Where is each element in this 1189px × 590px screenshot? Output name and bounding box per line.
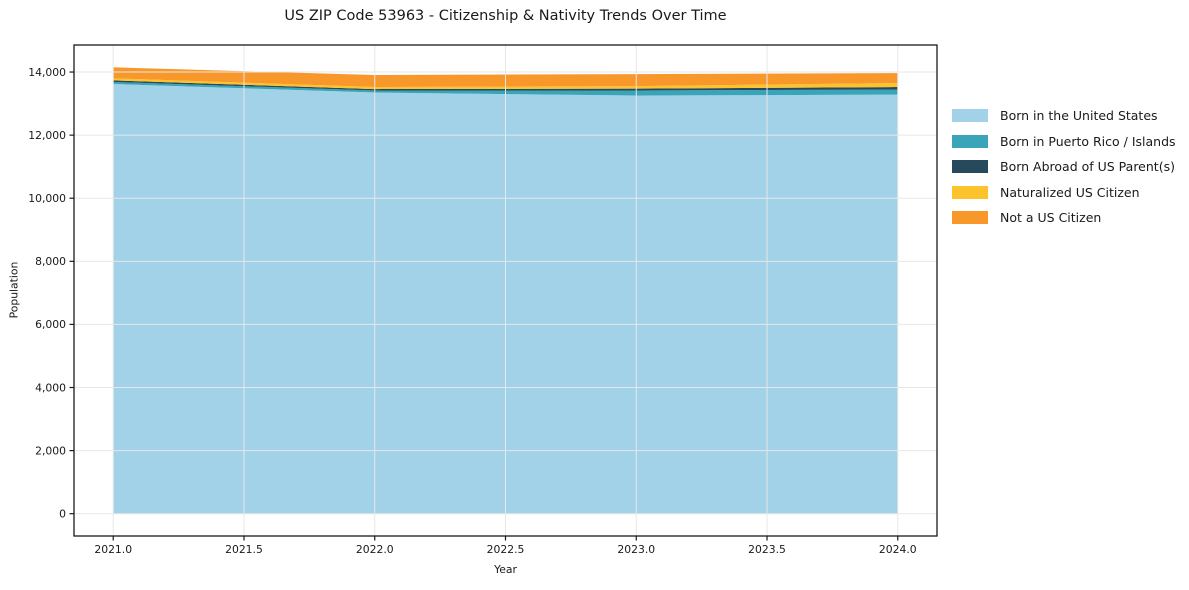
legend-item-0: Born in the United States: [952, 108, 1176, 123]
x-axis-label: Year: [494, 563, 517, 576]
y-axis-label: Population: [7, 261, 21, 319]
legend-swatch: [952, 109, 988, 122]
area-series-2: [113, 80, 898, 91]
legend-swatch: [952, 211, 988, 224]
legend-swatch: [952, 185, 988, 199]
legend-label: Born in Puerto Rico / Islands: [1000, 133, 1176, 149]
legend-item-3: Naturalized US Citizen: [952, 185, 1176, 200]
legend-label: Born in the United States: [1000, 108, 1158, 123]
area-series-1: [113, 81, 898, 96]
y-tick-label: 6,000: [35, 318, 66, 331]
y-tick-label: 4,000: [35, 381, 66, 394]
legend-item-1: Born in Puerto Rico / Islands: [952, 134, 1176, 149]
x-tick-label: 2022.0: [356, 543, 394, 556]
x-tick-label: 2021.5: [225, 543, 263, 556]
legend-swatch: [952, 160, 988, 173]
y-tick-label: 10,000: [28, 192, 66, 205]
legend-label: Born Abroad of US Parent(s): [1000, 159, 1175, 174]
y-tick-label: 2,000: [35, 444, 66, 457]
legend: Born in the United States Born in Puerto …: [952, 108, 1176, 225]
legend-swatch: [952, 134, 988, 148]
area-series-3: [113, 78, 898, 90]
x-tick-label: 2022.5: [487, 543, 525, 556]
y-tick-label: 0: [59, 508, 66, 521]
legend-item-2: Born Abroad of US Parent(s): [952, 159, 1176, 174]
x-tick-label: 2024.0: [879, 543, 917, 556]
x-tick-label: 2023.5: [748, 543, 786, 556]
legend-item-4: Not a US Citizen: [952, 210, 1176, 225]
chart-title: US ZIP Code 53963 - Citizenship & Nativi…: [284, 8, 727, 24]
legend-label: Naturalized US Citizen: [1000, 184, 1140, 200]
legend-label: Not a US Citizen: [1000, 210, 1102, 225]
y-tick-label: 12,000: [28, 129, 66, 142]
y-tick-label: 8,000: [35, 255, 66, 268]
x-tick-label: 2023.0: [617, 543, 655, 556]
y-tick-label: 14,000: [28, 66, 66, 79]
x-tick-label: 2021.0: [94, 543, 132, 556]
